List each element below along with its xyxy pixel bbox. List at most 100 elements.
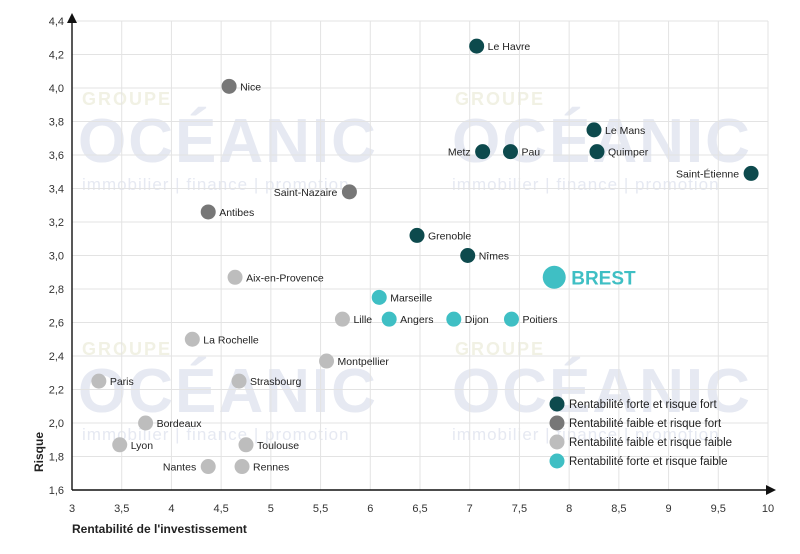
watermark-groupe: GROUPE	[455, 339, 545, 359]
point-label: Poitiers	[522, 314, 557, 326]
legend-swatch	[549, 396, 565, 412]
point-label: Le Havre	[488, 41, 531, 53]
point-label: Lille	[353, 314, 372, 326]
point-label: Saint-Étienne	[676, 167, 739, 180]
y-tick-label: 2,2	[49, 385, 64, 397]
watermark-groupe: GROUPE	[455, 89, 545, 109]
data-point	[319, 353, 335, 369]
data-point	[200, 459, 216, 475]
x-axis-title: Rentabilité de l'investissement	[72, 522, 247, 536]
point-label: Le Mans	[605, 125, 645, 137]
data-point	[200, 204, 216, 220]
data-point	[227, 269, 243, 285]
point-label: Bordeaux	[157, 418, 203, 430]
highlight-point	[542, 265, 566, 289]
data-point	[469, 38, 485, 54]
watermark-tagline: immobilier | finance | promotion	[452, 175, 720, 194]
data-point	[221, 78, 237, 94]
x-tick-label: 8,5	[611, 503, 626, 515]
data-point	[409, 227, 425, 243]
x-tick-label: 9,5	[711, 503, 726, 515]
y-tick-label: 3,8	[49, 117, 64, 129]
y-tick-label: 1,8	[49, 452, 64, 464]
y-axis-ticks: 1,6 1,8 2,0 2,2 2,4 2,6 2,8 3,0 3,2 3,4 3,6 3,8 4,0 4…	[49, 16, 64, 497]
x-tick-label: 9	[666, 503, 672, 515]
data-point	[231, 373, 247, 389]
data-point	[341, 184, 357, 200]
y-tick-label: 3,4	[49, 184, 64, 196]
watermark-brand: OCÉANIC	[78, 107, 378, 176]
point-label: Marseille	[390, 292, 432, 304]
x-tick-label: 5,5	[313, 503, 328, 515]
data-point	[460, 248, 476, 263]
y-tick-label: 2,4	[49, 351, 64, 363]
x-tick-label: 7,5	[512, 503, 527, 515]
y-tick-label: 2,0	[49, 418, 64, 430]
watermark-tagline: immobilier | finance | promotion	[82, 175, 350, 194]
legend-entry: Rentabilité faible et risque faible	[569, 437, 732, 449]
point-label: Grenoble	[428, 230, 471, 242]
legend-swatch	[549, 434, 565, 450]
data-point	[589, 144, 605, 160]
data-point	[184, 331, 200, 347]
y-tick-label: 4,2	[49, 50, 64, 62]
data-point	[381, 311, 397, 327]
data-point	[334, 311, 350, 327]
data-point	[502, 144, 518, 160]
watermark-brand: OCÉANIC	[452, 107, 752, 176]
grid-lines	[72, 20, 769, 490]
y-axis-arrow	[67, 13, 77, 23]
point-label: Toulouse	[257, 440, 299, 452]
point-label: Nîmes	[479, 251, 509, 263]
watermark-groupe: GROUPE	[82, 89, 172, 109]
legend-entry: Rentabilité forte et risque faible	[569, 456, 728, 468]
x-tick-label: 6	[367, 503, 373, 515]
data-point	[743, 165, 759, 181]
watermark-tagline: immobilier | finance | promotion	[452, 425, 720, 444]
y-tick-label: 3,0	[49, 251, 64, 263]
x-tick-label: 10	[762, 503, 774, 515]
y-tick-label: 3,6	[49, 150, 64, 162]
legend-entry: Rentabilité forte et risque fort	[569, 399, 717, 411]
data-point	[112, 437, 128, 453]
y-tick-label: 4,4	[49, 16, 64, 28]
data-point	[234, 459, 250, 475]
x-tick-label: 7	[467, 503, 473, 515]
x-axis-ticks: 3 3,5 4 4,5 5 5,5 6 6,5 7 7,5 8 8,5 9 9,5 10	[69, 503, 774, 515]
x-tick-label: 5	[268, 503, 274, 515]
point-label: Nice	[240, 81, 261, 93]
x-axis-arrow	[766, 485, 776, 495]
x-tick-label: 4	[168, 503, 174, 515]
data-point	[503, 311, 519, 327]
x-tick-label: 3,5	[114, 503, 129, 515]
axes	[67, 13, 776, 495]
data-point	[371, 289, 387, 305]
point-label: Rennes	[253, 462, 289, 474]
x-tick-label: 6,5	[412, 503, 427, 515]
legend-swatch	[549, 415, 565, 431]
point-label: Montpellier	[338, 356, 390, 368]
watermark-brand: OCÉANIC	[78, 357, 378, 426]
watermark-brand: OCÉANIC	[452, 357, 752, 426]
data-points: Le Havre Le Mans Metz Pau Quimper Saint-Étien…	[91, 38, 759, 475]
legend: Rentabilité forte et risque fort Rentabil…	[549, 396, 732, 469]
x-tick-label: 4,5	[213, 503, 228, 515]
watermark-layer: GROUPE OCÉANIC immobilier | finance | pr…	[78, 89, 752, 444]
data-point	[91, 373, 107, 389]
point-label: Strasbourg	[250, 376, 302, 388]
data-point	[475, 144, 491, 160]
y-tick-label: 3,2	[49, 217, 64, 229]
y-tick-label: 2,8	[49, 284, 64, 296]
data-point	[446, 311, 462, 327]
data-point	[238, 437, 254, 453]
y-tick-label: 4,0	[49, 83, 64, 95]
x-tick-label: 8	[566, 503, 572, 515]
y-tick-label: 1,6	[49, 485, 64, 497]
legend-entry: Rentabilité faible et risque fort	[569, 418, 722, 430]
point-label: Angers	[400, 314, 433, 326]
point-label: Nantes	[163, 462, 196, 474]
point-label: Pau	[521, 147, 540, 159]
point-label: Aix-en-Provence	[246, 272, 324, 284]
x-tick-label: 3	[69, 503, 75, 515]
point-label: Antibes	[219, 207, 254, 219]
